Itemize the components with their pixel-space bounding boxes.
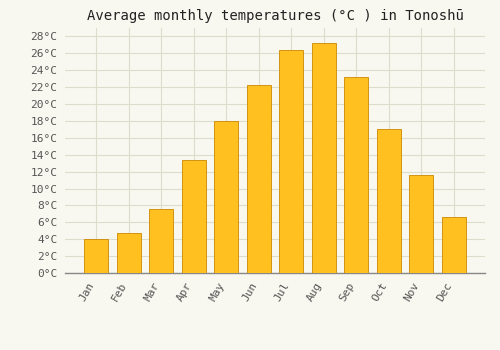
Bar: [214, 121, 238, 273]
Bar: [279, 50, 303, 273]
Bar: [312, 43, 336, 273]
Bar: [442, 217, 466, 273]
Bar: [246, 85, 271, 273]
Bar: [182, 160, 206, 273]
Bar: [116, 233, 141, 273]
Title: Average monthly temperatures (°C ) in Tonoshū: Average monthly temperatures (°C ) in To…: [86, 9, 464, 23]
Bar: [344, 77, 368, 273]
Bar: [409, 175, 434, 273]
Bar: [376, 128, 401, 273]
Bar: [149, 209, 174, 273]
Bar: [84, 239, 108, 273]
